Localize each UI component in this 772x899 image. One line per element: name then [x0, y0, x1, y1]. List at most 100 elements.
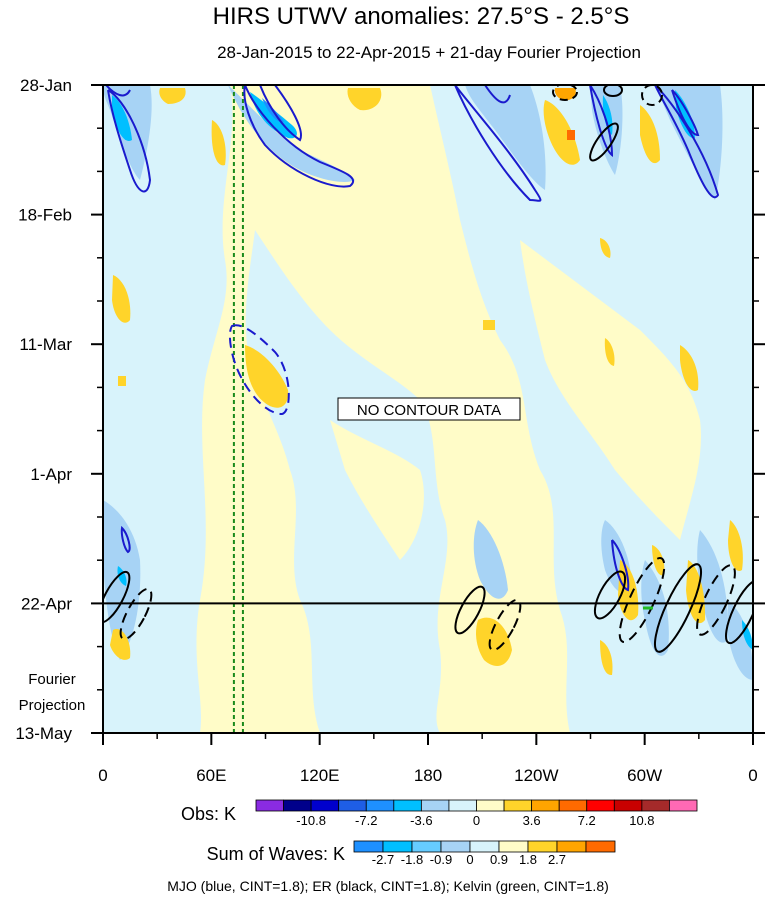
anomaly-region: [543, 100, 580, 165]
colorbar-swatch: [310, 799, 340, 812]
colorbar-swatch: [476, 799, 505, 812]
colorbar-swatch: [448, 799, 477, 812]
colorbar-swatch: [365, 799, 395, 812]
y-tick-label: 18-Feb: [18, 206, 72, 225]
anomaly-region: [742, 620, 753, 650]
colorbar-tick-label: 7.2: [578, 813, 596, 828]
colorbar-swatch: [420, 799, 450, 812]
colorbar-swatch: [283, 799, 312, 812]
er-contour: [696, 564, 736, 636]
colorbar-tick-label: -1.8: [401, 852, 423, 867]
mjo-contour: [671, 89, 700, 137]
colorbar-swatch: [585, 840, 616, 853]
anomaly-region: [117, 566, 127, 586]
anomaly-region: [483, 320, 495, 330]
mjo-contour: [259, 85, 302, 142]
colorbar-swatch: [669, 799, 698, 812]
colorbar-tick-label: 0: [473, 813, 480, 828]
mjo-contours: [105, 85, 720, 592]
anomaly-region: [728, 600, 753, 680]
anomaly-region: [640, 105, 660, 164]
x-tick-label: 60E: [196, 766, 226, 785]
er-contour: [103, 570, 131, 624]
x-tick-label: 60W: [627, 766, 662, 785]
anomaly-region: [728, 520, 743, 571]
x-tick-label: 180: [414, 766, 442, 785]
colorbar-swatch: [353, 840, 384, 853]
anomaly-region: [110, 629, 131, 660]
colorbar-swatch: [527, 840, 558, 853]
mjo-contour: [454, 85, 542, 202]
anomaly-region: [520, 240, 701, 540]
no-contour-label: NO CONTOUR DATA: [357, 402, 501, 419]
er-contour: [119, 587, 153, 641]
colorbar-tick-label: -2.7: [372, 852, 394, 867]
mjo-contour: [107, 89, 152, 193]
colorbar-label: Sum of Waves: K: [207, 844, 345, 864]
anomaly-region: [600, 640, 613, 676]
colorbar-tick-label: 0.9: [490, 852, 508, 867]
mjo-contour: [484, 85, 511, 104]
colorbar-tick-label: -7.2: [355, 813, 377, 828]
colorbar-swatch: [613, 799, 643, 812]
colorbar-tick-label: 10.8: [629, 813, 654, 828]
anomaly-region: [675, 90, 695, 139]
er-contour: [603, 85, 623, 97]
er-contour: [454, 585, 486, 635]
y-tick-label: 11-Mar: [19, 335, 72, 354]
colorbar-swatch: [255, 799, 284, 812]
colorbar-tick-label: 3.6: [523, 813, 541, 828]
anomaly-region: [641, 560, 669, 656]
colorbar-tick-label: -0.9: [430, 852, 452, 867]
anomaly-region: [600, 238, 611, 258]
anomaly-region: [554, 88, 576, 101]
colorbar-swatch: [411, 840, 442, 853]
colorbar-swatch: [498, 840, 529, 853]
y-tick-label: 28-Jan: [20, 76, 72, 95]
anomaly-region: [245, 345, 289, 408]
chart-subtitle: 28-Jan-2015 to 22-Apr-2015 + 21-day Four…: [217, 43, 641, 62]
anomaly-region: [567, 130, 575, 140]
colorbar-swatch: [586, 799, 615, 812]
mjo-contour: [243, 85, 355, 188]
anomaly-region: [655, 85, 723, 200]
anomaly-region: [652, 545, 665, 576]
obs-colorbar: Obs: K -10.8 -7.2 -3.6 0 3.6 7.2 10.8: [181, 799, 698, 828]
colorbar-swatch: [338, 799, 367, 812]
colorbar-tick-label: 0: [466, 852, 473, 867]
colorbar-swatch: [531, 799, 560, 812]
anomaly-region: [465, 85, 546, 190]
mjo-contour: [589, 85, 614, 157]
anomaly-region: [245, 230, 448, 733]
er-contour: [641, 85, 663, 106]
colorbar-swatch: [382, 840, 413, 853]
er-contour: [589, 122, 619, 162]
projection-label-line2: Projection: [19, 697, 86, 714]
colorbar-tick-label: -3.6: [410, 813, 432, 828]
colorbar-swatch: [503, 799, 533, 812]
er-contour: [618, 557, 666, 643]
y-tick-label: 13-May: [15, 724, 72, 743]
anomaly-region: [697, 530, 729, 643]
anomaly-region: [347, 88, 382, 111]
anomaly-region: [330, 420, 424, 560]
colorbar-swatch: [556, 840, 587, 853]
x-tick-label: 120W: [514, 766, 558, 785]
x-tick-label: 0: [748, 766, 757, 785]
anomaly-field: [103, 85, 753, 733]
axes: 28-Jan 18-Feb 11-Mar 1-Apr 22-Apr 13-May 0 60E 1…: [15, 76, 765, 785]
anomaly-region: [680, 345, 699, 391]
anomaly-region: [159, 88, 186, 104]
er-contour: [593, 570, 627, 620]
colorbar-label: Obs: K: [181, 804, 236, 824]
chart-title: HIRS UTWV anomalies: 27.5°S - 2.5°S: [213, 3, 630, 30]
anomaly-region: [211, 120, 226, 166]
no-contour-box: [337, 397, 521, 421]
colorbar-tick-label: 1.8: [519, 852, 537, 867]
colorbar-swatch: [440, 840, 471, 853]
colorbar-tick-label: -10.8: [296, 813, 326, 828]
colorbar-swatch: [558, 799, 588, 812]
colorbar-swatch: [641, 799, 670, 812]
legend-text: MJO (blue, CINT=1.8); ER (black, CINT=1.…: [167, 878, 609, 894]
